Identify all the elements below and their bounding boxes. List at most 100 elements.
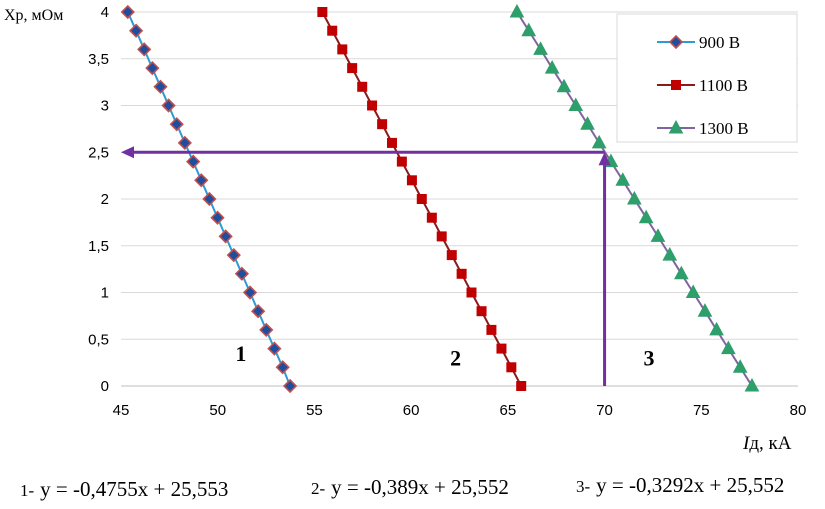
square-marker (446, 250, 457, 261)
diamond-marker (242, 285, 258, 300)
diamond-marker (169, 117, 184, 132)
equation-3-number: 3- (576, 477, 591, 496)
diamond-marker (153, 79, 168, 94)
triangle-marker (685, 284, 701, 298)
diamond-marker (275, 360, 290, 375)
equation-2: 2- y = -0,389x + 25,552 (311, 475, 509, 499)
equation-2-number: 2- (311, 479, 326, 498)
diamond-marker (120, 4, 135, 20)
square-marker (496, 343, 507, 354)
triangle-marker (744, 377, 760, 392)
square-marker (486, 324, 497, 335)
vertical-arrow-head (598, 152, 611, 166)
y-tick-label: 0 (101, 378, 109, 395)
diamond-marker (186, 154, 201, 169)
square-marker (377, 119, 388, 130)
square-marker (506, 362, 517, 373)
y-tick-label: 2 (101, 191, 109, 208)
diamond-marker (210, 210, 225, 225)
tick-labels: 0 0,5 1 1,5 2 2,5 3 3,5 4 45 50 55 60 65 70 75 80 (88, 4, 806, 419)
square-marker (466, 287, 477, 298)
diamond-marker (177, 135, 192, 151)
y-tick-label: 0,5 (88, 331, 109, 348)
curve-labels: 1 2 3 (235, 341, 654, 371)
legend-diamond-marker (668, 34, 684, 50)
diamond-marker (137, 42, 152, 57)
x-axis-label-italic: I (742, 433, 751, 454)
triangle-marker (674, 265, 689, 280)
legend-box (616, 13, 798, 143)
triangle-marker (591, 134, 607, 149)
equation-1-formula: y = -0,4755x + 25,553 (40, 477, 228, 501)
curve-label-2: 2 (450, 345, 461, 370)
equation-1: 1- y = -0,4755x + 25,553 (20, 477, 228, 501)
diamond-marker (202, 191, 217, 207)
square-marker (436, 231, 447, 242)
equation-2-formula: y = -0,389x + 25,552 (331, 475, 509, 499)
square-marker (406, 175, 417, 186)
equation-3: 3- y = -0,3292x + 25,552 (576, 473, 784, 497)
triangle-marker (568, 97, 584, 111)
equations: 1- y = -0,4755x + 25,553 2- y = -0,389x + … (20, 473, 784, 501)
triangle-marker (662, 247, 678, 261)
diamond-marker (267, 341, 282, 356)
x-tick-label: 70 (596, 402, 613, 419)
triangle-marker (615, 172, 631, 186)
square-marker (337, 44, 348, 55)
legend-label-1: 900 В (699, 33, 740, 52)
legend: 900 В 1100 В 1300 В (616, 13, 798, 143)
triangle-marker (650, 228, 666, 242)
x-tick-label: 50 (209, 402, 226, 419)
diamond-marker (218, 229, 233, 244)
y-axis-label: Xp, мОм (4, 7, 63, 24)
square-marker (476, 306, 487, 317)
diamond-marker (226, 247, 241, 263)
horizontal-arrow-head (121, 146, 134, 159)
square-marker (456, 268, 467, 279)
x-tick-label: 65 (500, 402, 517, 419)
square-marker (327, 25, 338, 36)
curve-label-1: 1 (235, 341, 246, 366)
equation-3-formula: y = -0,3292x + 25,552 (596, 473, 784, 497)
diamond-marker (128, 23, 144, 38)
curve-label-3: 3 (644, 345, 655, 370)
square-marker (367, 100, 378, 111)
triangle-marker (533, 41, 548, 55)
triangle-marker (509, 3, 525, 18)
diamond-marker (234, 266, 250, 281)
triangle-marker (544, 60, 560, 74)
x-tick-label: 45 (113, 402, 130, 419)
legend-label-3: 1300 В (699, 119, 749, 138)
triangle-marker (580, 116, 595, 130)
diamond-marker (251, 304, 266, 319)
y-tick-label: 1,5 (88, 238, 109, 255)
triangle-marker (638, 209, 654, 224)
x-tick-label: 55 (306, 402, 323, 419)
square-marker (386, 137, 397, 148)
triangle-marker (556, 78, 572, 93)
x-axis-label-rest: д, кА (749, 433, 791, 454)
x-tick-label: 75 (693, 402, 710, 419)
square-marker (416, 194, 427, 204)
x-tick-label: 80 (790, 402, 807, 419)
legend-label-2: 1100 В (699, 76, 748, 95)
triangle-marker (709, 321, 724, 336)
triangle-marker (627, 190, 642, 205)
diamond-marker (282, 378, 298, 394)
triangle-marker (721, 340, 736, 355)
equation-1-number: 1- (20, 481, 35, 500)
legend-square-marker (671, 80, 681, 90)
triangle-marker (521, 22, 537, 37)
diamond-marker (259, 322, 274, 338)
square-marker (426, 212, 437, 223)
square-marker (317, 7, 328, 17)
y-tick-label: 3 (101, 98, 109, 115)
triangle-marker (697, 303, 713, 317)
y-tick-label: 2,5 (88, 144, 109, 161)
y-tick-label: 4 (101, 4, 109, 21)
diamond-marker (194, 173, 209, 188)
square-marker (516, 381, 527, 391)
triangle-marker (732, 359, 748, 373)
legend-triangle-marker (668, 119, 684, 134)
